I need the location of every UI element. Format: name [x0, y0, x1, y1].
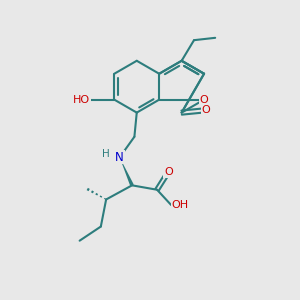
- Text: H: H: [102, 149, 110, 159]
- Text: HO: HO: [73, 94, 90, 105]
- Text: O: O: [201, 105, 210, 115]
- Text: O: O: [164, 167, 172, 177]
- Text: OH: OH: [171, 200, 188, 210]
- Text: O: O: [200, 94, 208, 105]
- Text: N: N: [115, 151, 124, 164]
- Polygon shape: [120, 158, 134, 186]
